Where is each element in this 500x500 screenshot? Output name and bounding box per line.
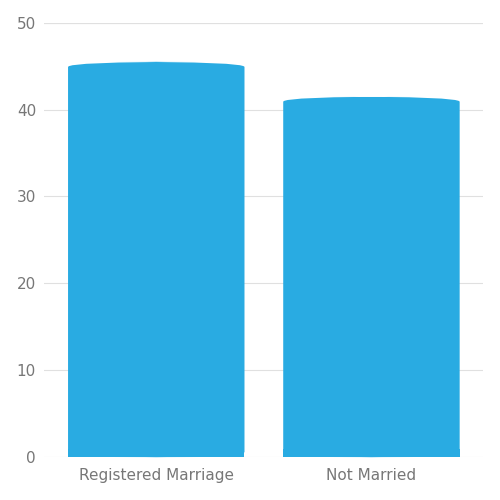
Bar [283, 450, 460, 457]
FancyBboxPatch shape [283, 96, 460, 457]
Bar [68, 450, 244, 457]
FancyBboxPatch shape [68, 62, 244, 457]
